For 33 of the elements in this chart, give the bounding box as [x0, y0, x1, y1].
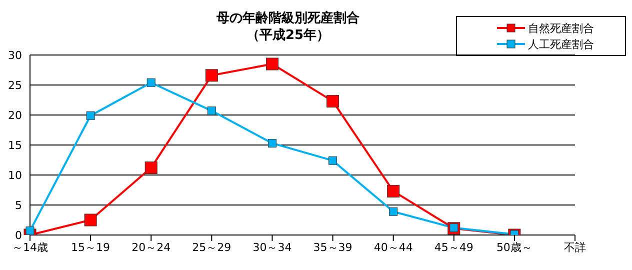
point — [146, 78, 156, 87]
legend-label: 人工死産割合 — [528, 36, 594, 52]
point — [328, 156, 338, 165]
x-tick-label: 30～34 — [252, 240, 292, 254]
y-tick-label: 30 — [8, 48, 22, 62]
x-tick-label: 40～44 — [374, 240, 413, 254]
x-tick-label: 15～19 — [71, 240, 110, 254]
legend-label: 自然死産割合 — [528, 20, 594, 36]
y-tick-label: 5 — [15, 198, 22, 212]
y-tick-label: 20 — [8, 108, 22, 122]
point — [207, 106, 216, 116]
x-tick-label: 20～24 — [132, 240, 171, 254]
point — [86, 111, 95, 120]
point — [326, 94, 340, 108]
x-tick-label: 不詳 — [564, 240, 586, 254]
x-tick-label: 45～49 — [434, 240, 474, 254]
point — [389, 207, 398, 216]
x-tick-label: ～14歳 — [12, 240, 48, 254]
x-tick-label: 50歳～ — [496, 240, 532, 254]
point — [387, 184, 400, 198]
chart-title: 母の年齢階級別死産割合 — [216, 10, 360, 27]
point — [205, 69, 218, 82]
y-tick-label: 10 — [8, 168, 22, 182]
x-tick-label: 25～29 — [192, 240, 232, 254]
point — [268, 138, 276, 148]
point — [144, 162, 158, 174]
point — [266, 58, 278, 70]
x-tick-label: 35～39 — [313, 240, 352, 254]
y-tick-label: 0 — [15, 228, 22, 242]
point — [84, 214, 97, 226]
y-tick-label: 15 — [8, 138, 22, 152]
chart-subtitle: （平成25年） — [245, 27, 331, 44]
y-tick-label: 25 — [8, 78, 22, 92]
